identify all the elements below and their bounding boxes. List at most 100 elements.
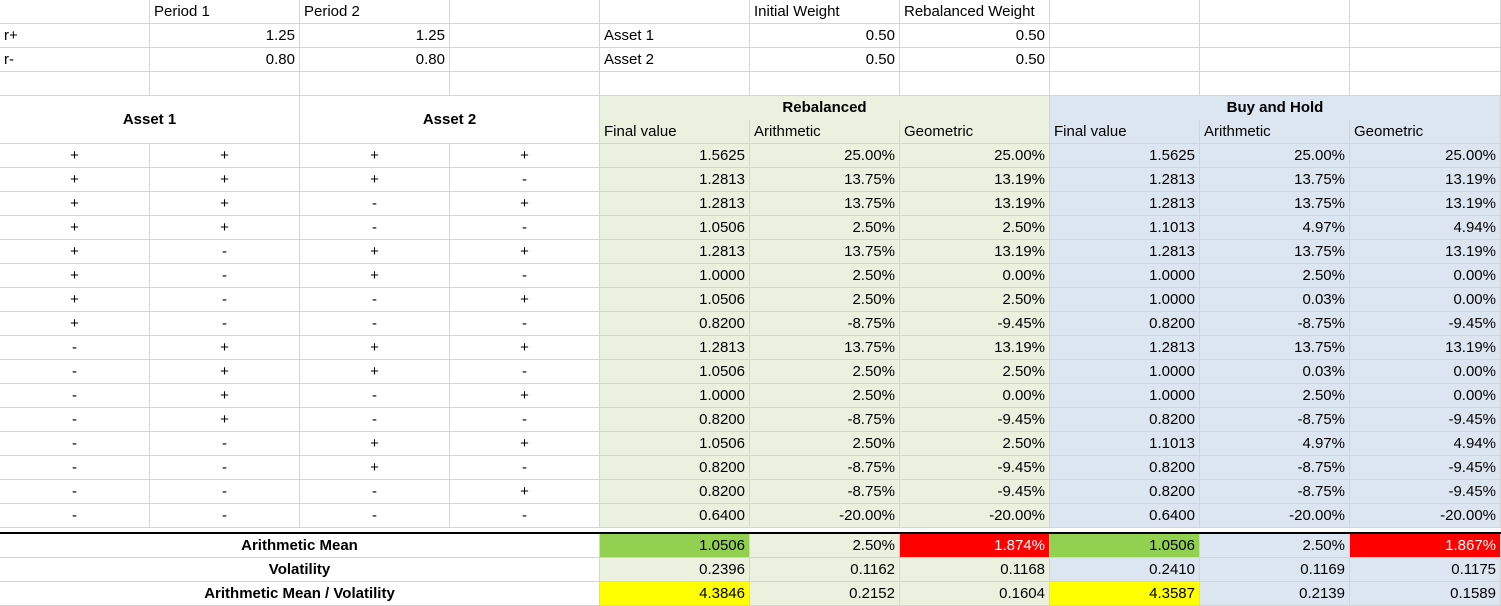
rebalanced-geometric[interactable]: 0.00% [900,264,1050,288]
scenario-sign[interactable]: - [0,432,150,456]
buy-and-hold-arithmetic[interactable]: 13.75% [1200,192,1350,216]
rebalanced-final-value[interactable]: 1.2813 [600,192,750,216]
initial-weight-value[interactable]: 0.50 [750,48,900,72]
param-value[interactable]: 0.80 [150,48,300,72]
buy-and-hold-final-value[interactable]: 1.0000 [1050,264,1200,288]
scenario-sign[interactable]: + [300,456,450,480]
scenario-sign[interactable]: + [450,240,600,264]
buy-and-hold-arithmetic[interactable]: 4.97% [1200,216,1350,240]
rebalanced-geometric[interactable]: 2.50% [900,360,1050,384]
rebalanced-geometric[interactable]: 13.19% [900,336,1050,360]
scenario-sign[interactable]: + [0,312,150,336]
rebalanced-geometric[interactable]: -9.45% [900,312,1050,336]
weight-asset-label[interactable]: Asset 1 [600,24,750,48]
param-value[interactable]: 1.25 [300,24,450,48]
buy-and-hold-arithmetic-mean-value[interactable]: 1.0506 [1050,534,1200,558]
rebalanced-arithmetic-header[interactable]: Arithmetic [750,120,900,144]
scenario-sign[interactable]: - [300,312,450,336]
buy-and-hold-arithmetic[interactable]: 25.00% [1200,144,1350,168]
buy-and-hold-arithmetic[interactable]: 13.75% [1200,168,1350,192]
cell-empty[interactable] [750,72,900,96]
buy-and-hold-final-value[interactable]: 0.6400 [1050,504,1200,528]
rebalanced-volatility-value[interactable]: 0.2396 [600,558,750,582]
scenario-sign[interactable]: + [0,192,150,216]
cell-empty[interactable] [1350,0,1501,24]
rebalanced-arithmetic-mean-value[interactable]: 1.0506 [600,534,750,558]
buy-and-hold-mean-volatility-ratio-value[interactable]: 0.2139 [1200,582,1350,606]
volatility-label[interactable]: Volatility [0,558,600,582]
rebalanced-arithmetic[interactable]: -8.75% [750,312,900,336]
rebalanced-final-value[interactable]: 0.8200 [600,480,750,504]
scenario-sign[interactable]: + [150,216,300,240]
buy-and-hold-geometric[interactable]: 25.00% [1350,144,1501,168]
rebalanced-geometric[interactable]: -9.45% [900,480,1050,504]
buy-and-hold-arithmetic[interactable]: 4.97% [1200,432,1350,456]
rebalanced-geometric[interactable]: -20.00% [900,504,1050,528]
buy-and-hold-final-value[interactable]: 1.2813 [1050,192,1200,216]
scenario-sign[interactable]: + [300,168,450,192]
rebalanced-header[interactable]: Rebalanced [600,96,1050,120]
scenario-sign[interactable]: + [150,192,300,216]
buy-and-hold-arithmetic[interactable]: 2.50% [1200,264,1350,288]
cell-empty[interactable] [900,72,1050,96]
buy-and-hold-final-value[interactable]: 1.1013 [1050,432,1200,456]
mean-volatility-ratio-label[interactable]: Arithmetic Mean / Volatility [0,582,600,606]
buy-and-hold-arithmetic[interactable]: -8.75% [1200,312,1350,336]
scenario-sign[interactable]: - [300,216,450,240]
scenario-sign[interactable]: + [0,264,150,288]
param-label[interactable]: r+ [0,24,150,48]
rebalanced-arithmetic[interactable]: 2.50% [750,360,900,384]
param-value[interactable]: 1.25 [150,24,300,48]
rebalanced-geometric[interactable]: -9.45% [900,408,1050,432]
rebalanced-arithmetic[interactable]: 13.75% [750,240,900,264]
buy-and-hold-geometric[interactable]: 13.19% [1350,240,1501,264]
buy-and-hold-final-value[interactable]: 1.2813 [1050,168,1200,192]
scenario-sign[interactable]: + [0,168,150,192]
scenario-sign[interactable]: + [450,336,600,360]
buy-and-hold-mean-volatility-ratio-value[interactable]: 0.1589 [1350,582,1501,606]
rebalanced-final-value[interactable]: 1.5625 [600,144,750,168]
rebalanced-arithmetic[interactable]: 2.50% [750,432,900,456]
scenario-sign[interactable]: + [150,144,300,168]
rebalanced-final-value[interactable]: 1.0506 [600,288,750,312]
buy-and-hold-final-value[interactable]: 1.5625 [1050,144,1200,168]
rebalanced-arithmetic[interactable]: 13.75% [750,168,900,192]
buy-and-hold-final-value[interactable]: 0.8200 [1050,312,1200,336]
scenario-sign[interactable]: - [300,288,450,312]
rebalanced-final-value[interactable]: 1.0000 [600,264,750,288]
scenario-sign[interactable]: - [0,504,150,528]
buy-and-hold-arithmetic[interactable]: 0.03% [1200,360,1350,384]
buy-and-hold-geometric[interactable]: 4.94% [1350,432,1501,456]
rebalanced-geometric[interactable]: 2.50% [900,432,1050,456]
rebalanced-geometric[interactable]: 0.00% [900,384,1050,408]
rebalanced-final-value[interactable]: 0.8200 [600,408,750,432]
buy-and-hold-final-value[interactable]: 0.8200 [1050,408,1200,432]
buy-and-hold-final-value[interactable]: 1.0000 [1050,360,1200,384]
buy-and-hold-volatility-value[interactable]: 0.1175 [1350,558,1501,582]
rebalanced-geometric[interactable]: 13.19% [900,192,1050,216]
cell-empty[interactable] [1200,72,1350,96]
rebalanced-mean-volatility-ratio-value[interactable]: 0.2152 [750,582,900,606]
rebalanced-final-value[interactable]: 0.8200 [600,312,750,336]
rebalanced-arithmetic[interactable]: 2.50% [750,384,900,408]
buy-and-hold-arithmetic[interactable]: 13.75% [1200,240,1350,264]
buy-and-hold-arithmetic[interactable]: 13.75% [1200,336,1350,360]
scenario-sign[interactable]: + [300,240,450,264]
period-2-header[interactable]: Period 2 [300,0,450,24]
rebalanced-mean-volatility-ratio-value[interactable]: 4.3846 [600,582,750,606]
scenario-sign[interactable]: - [0,360,150,384]
rebalanced-final-value[interactable]: 1.0000 [600,384,750,408]
scenario-sign[interactable]: + [450,192,600,216]
scenario-sign[interactable]: - [150,504,300,528]
rebalanced-final-value[interactable]: 1.2813 [600,168,750,192]
cell-empty[interactable] [1200,48,1350,72]
rebalanced-geometric[interactable]: 2.50% [900,288,1050,312]
scenario-sign[interactable]: + [450,144,600,168]
asset-1-header[interactable]: Asset 1 [0,96,300,144]
cell-empty[interactable] [1050,24,1200,48]
buy-and-hold-geometric[interactable]: 13.19% [1350,192,1501,216]
buy-and-hold-final-value-header[interactable]: Final value [1050,120,1200,144]
scenario-sign[interactable]: + [150,384,300,408]
scenario-sign[interactable]: - [0,456,150,480]
buy-and-hold-volatility-value[interactable]: 0.1169 [1200,558,1350,582]
